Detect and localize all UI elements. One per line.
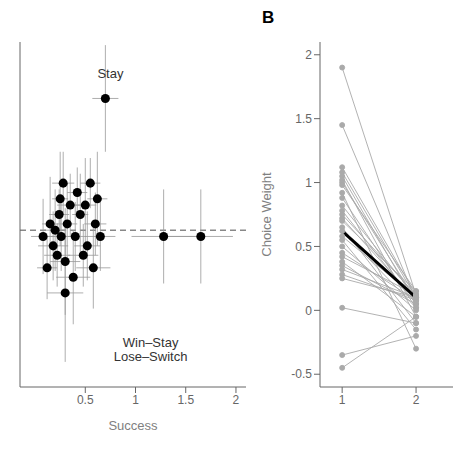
svg-text:Win–StayLose–Switch: Win–StayLose–Switch <box>114 335 188 364</box>
svg-text:1.5: 1.5 <box>295 112 312 126</box>
svg-text:Stay: Stay <box>97 66 124 81</box>
svg-text:1.5: 1.5 <box>177 393 194 407</box>
svg-text:-0.5: -0.5 <box>291 367 312 381</box>
svg-text:0.5: 0.5 <box>77 393 94 407</box>
svg-text:0.5: 0.5 <box>295 240 312 254</box>
svg-text:0: 0 <box>305 304 312 318</box>
svg-text:Success: Success <box>108 418 158 433</box>
svg-text:2: 2 <box>305 48 312 62</box>
svg-text:Choice Weight: Choice Weight <box>259 172 274 257</box>
svg-text:1: 1 <box>339 393 346 407</box>
html-text:B: B <box>262 8 275 27</box>
svg-text:1: 1 <box>132 393 139 407</box>
svg-text:1: 1 <box>305 176 312 190</box>
svg-text:2: 2 <box>233 393 240 407</box>
svg-text:2: 2 <box>413 393 420 407</box>
